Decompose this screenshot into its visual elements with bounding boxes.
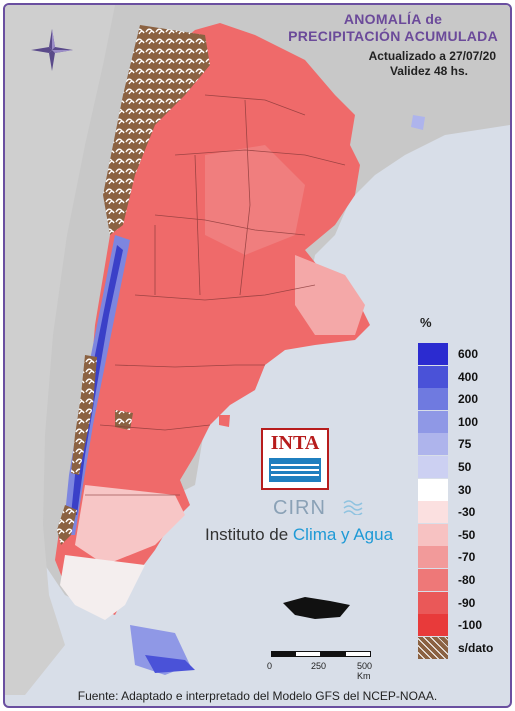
no-data-chiloe <box>57 505 77 545</box>
inta-logo-waves <box>269 458 321 482</box>
inta-logo: INTA <box>261 428 329 490</box>
legend-label: 75 <box>458 437 472 452</box>
ne-wet-patch <box>411 115 425 130</box>
legend-swatch <box>418 388 448 411</box>
inta-logo-text: INTA <box>270 432 320 454</box>
legend-label: 400 <box>458 369 479 384</box>
no-data-andes-south <box>71 355 97 475</box>
white-band-south <box>60 555 145 620</box>
malvinas <box>283 597 350 619</box>
lighter-band-east <box>295 255 365 335</box>
lighter-band-south <box>75 485 185 565</box>
updated-date: Actualizado a 27/07/20 <box>368 49 496 63</box>
legend-swatch <box>418 523 448 546</box>
legend-label: -80 <box>458 573 476 587</box>
legend-swatch <box>418 456 448 478</box>
legend-swatch <box>418 636 448 659</box>
institute-name: Instituto de Clima y Agua <box>205 525 393 545</box>
legend-swatch <box>418 433 448 456</box>
no-data-andes-north <box>103 25 210 235</box>
waves-icon <box>343 500 363 515</box>
legend-label: 30 <box>458 482 472 497</box>
title-line-2: PRECIPITACIÓN ACUMULADA <box>288 28 498 44</box>
legend-label: -100 <box>458 618 483 633</box>
legend-swatch <box>418 410 448 433</box>
legend-swatch <box>418 501 448 524</box>
lighter-band-north <box>205 145 305 255</box>
legend-label: -90 <box>458 595 476 610</box>
scale-label-250: 250 <box>311 661 327 671</box>
no-data-valdes <box>115 410 133 430</box>
legend-label: -30 <box>458 505 476 520</box>
scale-bar-graphic <box>271 651 371 657</box>
legend-swatch <box>418 343 448 365</box>
anomaly-map <box>5 5 510 695</box>
chile-west <box>5 5 115 695</box>
institute-accent: Clima y Agua <box>292 525 394 544</box>
legend-unit: % <box>420 315 432 330</box>
map-subtitle: Actualizado a 27/07/20 Validez 48 hs. <box>369 49 496 79</box>
legend-label: 200 <box>458 392 479 407</box>
legend-label: 600 <box>458 347 479 361</box>
tierra-del-fuego-tip <box>145 655 195 673</box>
legend-swatch <box>418 478 448 501</box>
title-line-1: ANOMALÍA de <box>343 11 443 27</box>
legend-label: -70 <box>458 550 476 565</box>
legend-label: s/dato <box>458 640 494 655</box>
institute-prefix: Instituto de <box>205 525 293 544</box>
legend: % 600 400 200 100 75 50 30 -30 -50 -70 -80 -90 -100 s… <box>418 315 508 659</box>
legend-label: 100 <box>458 414 479 429</box>
scale-label-500: 500 Km <box>357 661 373 681</box>
compass-rose-icon <box>31 29 73 71</box>
legend-label: 50 <box>458 460 472 474</box>
validity: Validez 48 hs. <box>389 64 468 78</box>
legend-swatch <box>418 365 448 388</box>
cirn-logo: CIRN <box>273 497 326 519</box>
map-title: ANOMALÍA de PRECIPITACIÓN ACUMULADA <box>288 11 498 45</box>
legend-swatch <box>418 591 448 614</box>
scale-label-0: 0 <box>267 661 273 671</box>
legend-swatch <box>418 546 448 569</box>
province-boundaries <box>85 94 346 496</box>
map-frame: ANOMALÍA de PRECIPITACIÓN ACUMULADA Actu… <box>3 3 512 708</box>
legend-swatch <box>418 569 448 591</box>
east-island <box>219 415 230 427</box>
legend-swatch <box>418 614 448 637</box>
source-note: Fuente: Adaptado e interpretado del Mode… <box>77 689 438 703</box>
legend-label: -50 <box>458 527 476 542</box>
